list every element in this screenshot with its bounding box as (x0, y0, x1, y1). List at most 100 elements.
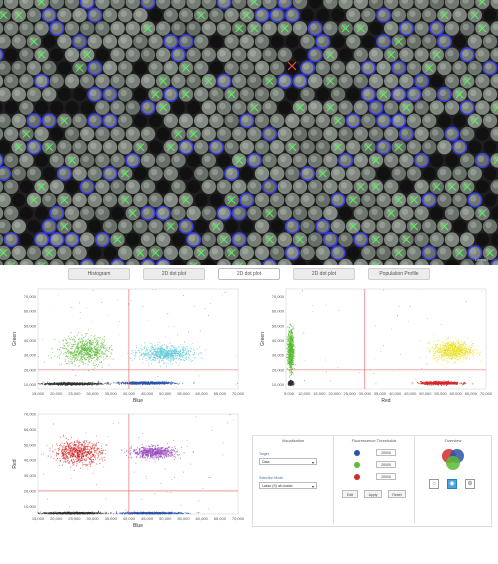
y-tick-label: 20,000 (272, 367, 285, 372)
x-tick-label: 30,000 (86, 391, 99, 396)
x-tick-label: 30,000 (86, 516, 99, 521)
plot-area[interactable] (37, 288, 239, 390)
threshold-color-dot (354, 474, 360, 480)
x-tick-label: 60,000 (196, 516, 209, 521)
x-tick-label: 65,000 (214, 391, 227, 396)
series-3-points (287, 379, 296, 387)
selection-mode-label: Selection Mode (259, 476, 284, 480)
y-tick-label: 40,000 (24, 338, 37, 343)
thresholds-section: Fluorescence Thresholds 20000 20000 20000 … (334, 436, 415, 524)
x-tick-label: 60,000 (450, 391, 463, 396)
y-tick-label: 50,000 (272, 323, 285, 328)
series-2-points (104, 511, 200, 515)
droplet-grid-view-button[interactable]: ◉ (447, 479, 457, 489)
scatter-red-green[interactable]: 5,000 10,000 15,000 20,000 25,000 30,000 35,00… (258, 285, 493, 405)
x-tick-label: 5,000 (284, 391, 295, 396)
series-1-points (127, 341, 207, 368)
x-tick-label: 60,000 (196, 391, 209, 396)
y-tick-label: 70,000 (24, 412, 37, 417)
x-tick-label: 70,000 (232, 391, 245, 396)
series-3-points (37, 380, 120, 387)
plot-area[interactable] (285, 288, 487, 390)
target-select[interactable]: Data (259, 458, 317, 466)
series-3-points (37, 510, 112, 515)
y-tick-label: 20,000 (24, 488, 37, 493)
x-tick-label: 55,000 (177, 391, 190, 396)
x-axis-label: Red (381, 398, 390, 404)
threshold-input[interactable]: 20000 (376, 473, 396, 480)
selection-mode-select[interactable]: Lasso (S) all cluster (259, 482, 317, 490)
x-tick-label: 15,000 (32, 391, 45, 396)
y-tick-label: 10,000 (24, 382, 37, 387)
scatter-blue-green[interactable]: 15,000 20,000 25,000 30,000 35,000 40,000 45,0… (10, 285, 245, 405)
y-tick-label: 30,000 (272, 353, 285, 358)
x-tick-label: 55,000 (177, 516, 190, 521)
series-1-points (419, 333, 481, 366)
threshold-input[interactable]: 20000 (376, 449, 396, 456)
tab-2d-dot-plot-2[interactable]: 2D dot plot (218, 268, 280, 280)
x-tick-label: 20,000 (328, 391, 341, 396)
x-tick-label: 50,000 (159, 516, 172, 521)
series-2-points (106, 380, 195, 386)
y-tick-label: 30,000 (24, 353, 37, 358)
y-axis-label: Green (12, 332, 18, 346)
scatter-blue-red[interactable]: 15,000 20,000 25,000 30,000 35,000 40,000 45,0… (10, 410, 245, 530)
apply-button[interactable]: Apply (364, 490, 382, 498)
y-axis-label: Green (260, 332, 266, 346)
x-tick-label: 10,000 (298, 391, 311, 396)
x-tick-label: 25,000 (68, 516, 81, 521)
x-tick-label: 55,000 (434, 391, 447, 396)
threshold-color-dot (354, 450, 360, 456)
y-tick-label: 70,000 (272, 294, 285, 299)
image-watermark: Droplet (475, 257, 488, 262)
x-tick-label: 45,000 (141, 391, 154, 396)
x-tick-label: 35,000 (374, 391, 387, 396)
plot-area[interactable] (37, 413, 239, 515)
series-0-points (285, 323, 296, 378)
x-tick-label: 40,000 (389, 391, 402, 396)
threshold-input[interactable]: 20000 (376, 461, 396, 468)
reset-button[interactable]: Reset (388, 490, 406, 498)
circle-view-button[interactable]: ○ (429, 479, 439, 489)
y-tick-label: 10,000 (24, 504, 37, 509)
x-tick-label: 65,000 (465, 391, 478, 396)
x-tick-label: 45,000 (404, 391, 417, 396)
x-tick-label: 40,000 (123, 516, 136, 521)
y-tick-label: 50,000 (24, 442, 37, 447)
y-tick-label: 40,000 (24, 458, 37, 463)
x-tick-label: 50,000 (419, 391, 432, 396)
visualization-section: Visualization Target Data Selection Mode… (253, 436, 334, 524)
overview-section: Overview ○ ◉ ⊛ (415, 436, 491, 524)
x-tick-label: 15,000 (313, 391, 326, 396)
tab-2d-dot-plot-1[interactable]: 2D dot plot (143, 268, 205, 280)
y-tick-label: 60,000 (24, 309, 37, 314)
y-tick-label: 20,000 (24, 367, 37, 372)
visualization-title: Visualization (281, 438, 305, 443)
x-tick-label: 25,000 (68, 391, 81, 396)
x-tick-label: 20,000 (50, 391, 63, 396)
tab-2d-dot-plot-3[interactable]: 2D dot plot (293, 268, 355, 280)
y-tick-label: 30,000 (24, 473, 37, 478)
y-tick-label: 50,000 (24, 323, 37, 328)
x-tick-label: 35,000 (105, 391, 118, 396)
overview-title: Overview (444, 438, 462, 443)
x-tick-label: 50,000 (159, 391, 172, 396)
x-tick-label: 65,000 (214, 516, 227, 521)
x-tick-label: 35,000 (105, 516, 118, 521)
edit-button[interactable]: Edit (342, 490, 358, 498)
venn-view-button[interactable]: ⊛ (465, 479, 475, 489)
y-tick-label: 40,000 (272, 338, 285, 343)
target-label: Target (259, 452, 269, 456)
tab-histogram[interactable]: Histogram (68, 268, 130, 280)
droplet-image: Droplet (0, 0, 498, 265)
venn-diagram-icon (442, 449, 464, 470)
y-axis-label: Red (12, 459, 18, 468)
tab-population-profile[interactable]: Population Profile (368, 268, 430, 280)
x-axis-label: Blue (133, 398, 143, 404)
x-axis-label: Blue (133, 523, 143, 529)
threshold-color-dot (354, 462, 360, 468)
series-0-points (37, 329, 114, 377)
y-tick-label: 10,000 (272, 382, 285, 387)
thresholds-title: Fluorescence Thresholds (351, 438, 397, 443)
x-tick-label: 30,000 (359, 391, 372, 396)
